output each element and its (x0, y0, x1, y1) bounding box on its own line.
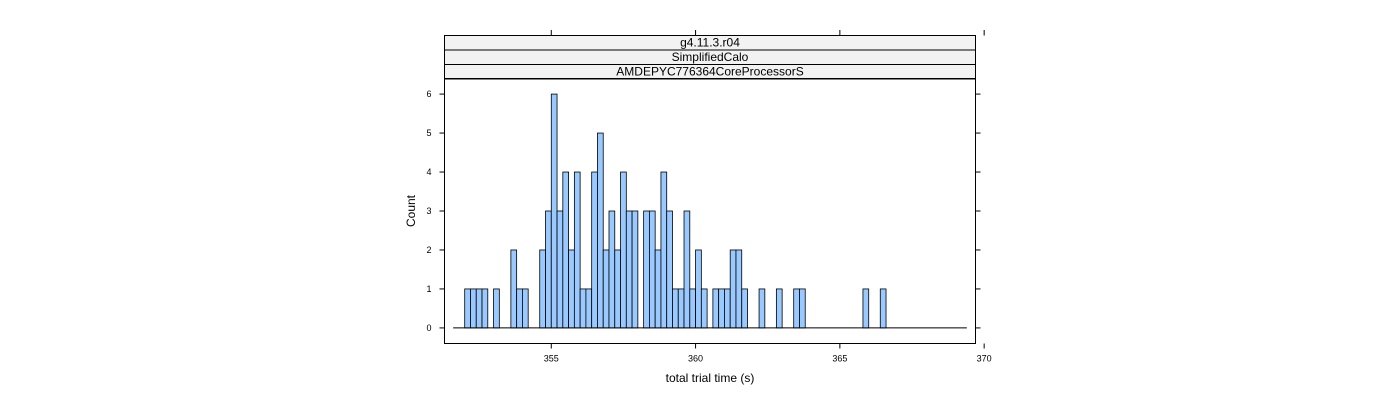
histogram-bar (550, 93, 558, 329)
histogram-bar (597, 132, 604, 329)
y-tick-label: 0 (426, 323, 431, 333)
histogram-bar (481, 288, 489, 329)
x-tick-label: 355 (544, 354, 559, 364)
histogram-bar (654, 249, 662, 329)
histogram-bar (470, 288, 477, 329)
x-axis-label: total trial time (s) (666, 371, 755, 385)
histogram-bars (464, 93, 887, 329)
histogram-bar (729, 249, 737, 329)
histogram-bar (585, 288, 593, 329)
histogram-bar (464, 288, 471, 329)
histogram-bar (862, 288, 870, 329)
histogram-bar (562, 171, 569, 329)
x-tick-label: 370 (977, 354, 992, 364)
histogram-bar (625, 210, 633, 329)
y-tick-label: 5 (426, 128, 431, 138)
histogram-bar (579, 288, 587, 329)
histogram-bar (614, 249, 621, 329)
y-tick-label: 4 (426, 167, 431, 177)
strip-label-2: AMDEPYC776364CoreProcessorS (616, 65, 803, 79)
histogram-bar (799, 288, 806, 329)
histogram-bar (683, 210, 691, 329)
histogram-bar (695, 249, 702, 329)
histogram-bar (516, 288, 523, 329)
histogram-bar (672, 288, 679, 329)
histogram-bar (620, 171, 627, 329)
histogram-bar (568, 249, 575, 329)
histogram-bar (677, 288, 685, 329)
y-tick-label: 1 (426, 284, 431, 294)
histogram-bar (712, 288, 720, 329)
histogram-bar (718, 288, 725, 329)
histogram-bar (724, 288, 731, 329)
histogram-bar (545, 210, 552, 329)
histogram-bar (879, 288, 887, 329)
histogram-bar (591, 171, 598, 329)
histogram-bar (522, 288, 529, 329)
histogram-bar (643, 210, 650, 329)
x-tick-label: 365 (832, 354, 847, 364)
strip-headers: g4.11.3.r04SimplifiedCaloAMDEPYC776364Co… (444, 35, 976, 80)
histogram-bar (475, 288, 483, 329)
histogram-bar (556, 210, 564, 329)
histogram-bar (689, 288, 696, 329)
histogram-bar (573, 171, 581, 329)
histogram-bar (666, 210, 673, 329)
y-axis-label: Count (404, 194, 418, 227)
axis-ticks: 0 1 2 3 4 5 6 355 360 365 370 (426, 30, 992, 364)
histogram-bar (493, 288, 500, 329)
y-tick-label: 6 (426, 89, 431, 99)
histogram-bar (793, 288, 800, 329)
histogram-bar (648, 210, 656, 329)
histogram-bar (608, 210, 616, 329)
x-tick-label: 360 (688, 354, 703, 364)
y-tick-label: 3 (426, 206, 431, 216)
y-tick-label: 2 (426, 245, 431, 255)
histogram-bar (758, 288, 766, 329)
histogram-bar (510, 249, 518, 329)
histogram-bar (631, 210, 639, 329)
histogram-bar (741, 288, 748, 329)
histogram-bar (735, 249, 743, 329)
histogram-bar (700, 288, 708, 329)
histogram-bar (660, 171, 668, 329)
histogram-bar (775, 288, 783, 329)
strip-label-0: g4.11.3.r04 (680, 36, 740, 50)
histogram-bar (602, 249, 610, 329)
strip-label-1: SimplifiedCalo (672, 50, 749, 64)
histogram-bar (539, 249, 546, 329)
